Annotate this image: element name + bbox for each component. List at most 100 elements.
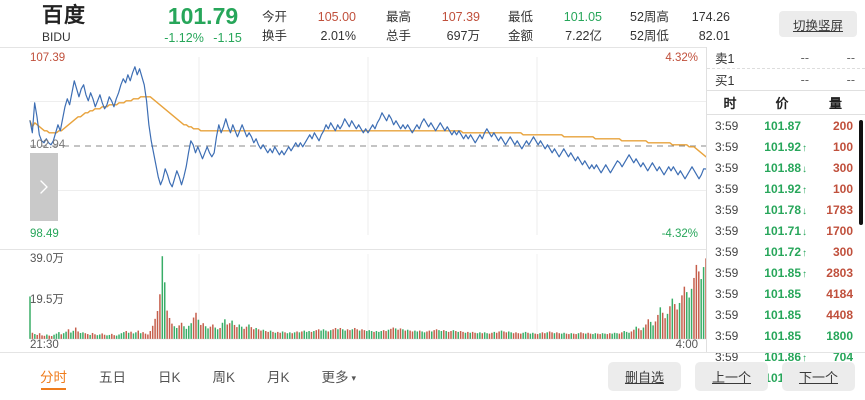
trade-time: 3:59	[715, 349, 739, 364]
stat-52week-high: 52周高 174.26	[630, 8, 730, 27]
trade-price: 101.92↑	[753, 140, 811, 154]
axis-label-volume-mid: 19.5万	[30, 294, 64, 306]
trade-row[interactable]: 3:59 101.92↑ 100	[707, 178, 865, 199]
axis-label-time-start: 21:30	[30, 339, 59, 351]
trade-volume: 1700	[826, 223, 853, 238]
chevron-down-icon: ▾	[351, 372, 357, 383]
trade-time: 3:59	[715, 328, 739, 343]
trade-volume: 100	[832, 181, 853, 196]
trade-list[interactable]: 3:59 101.87 200 3:59 101.92↑ 100 3:59 101.88↓ 30…	[707, 115, 865, 388]
bid-price-1: --	[800, 72, 809, 87]
arrow-down-icon: ↓	[802, 226, 807, 238]
quote-header: 百度 BIDU 101.79 -1.12% -1.15 今开 105.00 换手…	[0, 0, 865, 47]
tab-0[interactable]: 分时	[40, 366, 67, 390]
expand-panel-handle[interactable]	[30, 153, 58, 221]
stat-label-open: 今开	[262, 10, 288, 24]
trade-price: 101.71↓	[753, 224, 811, 238]
trade-time: 3:59	[715, 118, 739, 133]
trade-row[interactable]: 3:59 101.85↑ 2803	[707, 262, 865, 283]
toggle-orientation-button[interactable]: 切换竖屏	[779, 11, 857, 37]
trade-price: 101.85	[753, 308, 811, 322]
trade-volume: 4184	[826, 286, 853, 301]
axis-label-price-low: 98.49	[30, 228, 59, 240]
chevron-right-icon	[40, 180, 48, 194]
trade-time: 3:59	[715, 244, 739, 259]
trade-row[interactable]: 3:59 101.71↓ 1700	[707, 220, 865, 241]
tab-3[interactable]: 周K	[212, 370, 236, 385]
tab-1[interactable]: 五日	[99, 370, 126, 385]
last-price: 101.79	[167, 3, 239, 29]
stat-value-open: 105.00	[317, 10, 356, 24]
trade-header-volume: 量	[828, 96, 842, 111]
stat-turnover: 换手 2.01%	[262, 27, 356, 46]
stat-value-turnover: 2.01%	[320, 29, 356, 43]
change-row: -1.12% -1.15	[148, 30, 258, 46]
trade-row[interactable]: 3:59 101.85 4408	[707, 304, 865, 325]
stat-total-volume: 总手 697万	[386, 27, 480, 46]
stock-code: BIDU	[42, 30, 71, 44]
arrow-down-icon: ↓	[802, 205, 807, 217]
stat-value-low: 101.05	[563, 10, 602, 24]
price-chart-pane[interactable]: 107.39 4.32% 102.94 98.49 -4.32%	[0, 48, 706, 244]
trade-row[interactable]: 3:59 101.92↑ 100	[707, 136, 865, 157]
trade-time: 3:59	[715, 139, 739, 154]
chart-period-tabs[interactable]: 分时 五日 日K 周K 月K 更多 ▾	[40, 366, 388, 390]
trade-time: 3:59	[715, 223, 739, 238]
stat-column-low: 最低 101.05 金额 7.22亿	[508, 8, 602, 46]
volume-chart-svg	[29, 254, 706, 340]
trade-row[interactable]: 3:59 101.87 200	[707, 115, 865, 136]
trade-time: 3:59	[715, 160, 739, 175]
trade-volume: 300	[832, 160, 853, 175]
next-stock-button[interactable]: 下一个	[782, 362, 855, 391]
trade-row[interactable]: 3:59 101.78↓ 1783	[707, 199, 865, 220]
trade-price: 101.87	[753, 119, 811, 133]
stock-name: 百度	[42, 4, 86, 27]
trade-row[interactable]: 3:59 101.85 4184	[707, 283, 865, 304]
trade-header-price: 价	[775, 96, 789, 111]
trade-row[interactable]: 3:59 101.88↓ 300	[707, 157, 865, 178]
arrow-up-icon: ↑	[802, 142, 807, 154]
order-book-panel[interactable]: 卖1 -- -- 买1 -- -- 时 价 量 3:59 101.87 200 3:5…	[706, 47, 865, 385]
arrow-up-icon: ↑	[802, 268, 807, 280]
tab-4[interactable]: 月K	[267, 370, 290, 385]
trade-row[interactable]: 3:59 101.86↑ 704	[707, 346, 865, 367]
previous-stock-button[interactable]: 上一个	[695, 362, 768, 391]
trade-price-value: 101.88	[764, 160, 801, 175]
trade-price-value: 101.92	[764, 139, 801, 154]
tab-more-label: 更多	[321, 370, 349, 385]
chart-area[interactable]: 107.39 4.32% 102.94 98.49 -4.32% 39.0万 1…	[0, 47, 706, 352]
trade-price: 101.88↓	[753, 161, 811, 175]
stat-label-low: 最低	[508, 10, 534, 24]
trade-volume: 704	[832, 349, 853, 364]
trade-time: 3:59	[715, 265, 739, 280]
previous-stock-label: 上一个	[711, 370, 751, 385]
trade-price-value: 101.86	[764, 349, 801, 364]
tab-2[interactable]: 日K	[158, 370, 181, 385]
stat-label-turnover: 换手	[262, 29, 288, 43]
bottom-toolbar: 分时 五日 日K 周K 月K 更多 ▾ 删自选 上一个 下一个	[0, 352, 865, 400]
stock-identity: 百度 BIDU	[42, 4, 152, 45]
volume-chart-pane[interactable]: 39.0万 19.5万 21:30 4:00	[0, 249, 706, 354]
trade-price: 101.72↑	[753, 245, 811, 259]
trade-time: 3:59	[715, 307, 739, 322]
trade-list-scrollbar[interactable]	[859, 120, 863, 225]
trade-price: 101.86↑	[753, 350, 811, 364]
ask-volume-1: --	[846, 50, 855, 65]
axis-label-price-mid: 102.94	[30, 139, 66, 151]
trade-row[interactable]: 3:59 101.72↑ 300	[707, 241, 865, 262]
trade-price-value: 101.85	[764, 265, 801, 280]
axis-label-percent-high: 4.32%	[665, 52, 698, 64]
trade-row[interactable]: 3:59 101.85 1800	[707, 325, 865, 346]
price-chart-svg	[29, 57, 706, 235]
remove-watchlist-button[interactable]: 删自选	[608, 362, 681, 391]
tab-more[interactable]: 更多 ▾	[322, 366, 357, 390]
action-button-group: 删自选 上一个 下一个	[608, 362, 855, 391]
ask-row-1[interactable]: 卖1 -- --	[707, 47, 865, 69]
bid-row-1[interactable]: 买1 -- --	[707, 69, 865, 91]
arrow-up-icon: ↑	[802, 352, 807, 364]
stat-value-total-volume: 697万	[446, 29, 480, 43]
stat-label-52week-high: 52周高	[630, 10, 669, 24]
bid-volume-1: --	[846, 72, 855, 87]
stat-label-52week-low: 52周低	[630, 29, 669, 43]
axis-label-price-high: 107.39	[30, 52, 66, 64]
